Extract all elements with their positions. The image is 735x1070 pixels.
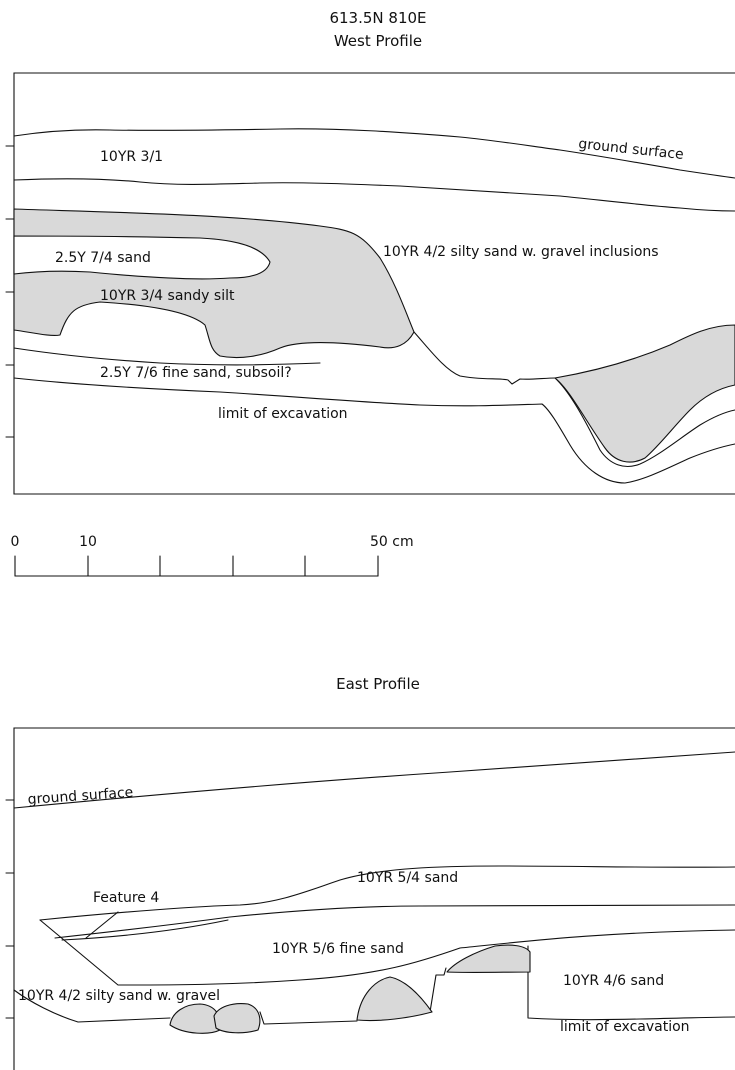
- scale-bar: 0 10 50 cm: [11, 534, 414, 577]
- east-step-line: [429, 967, 447, 1013]
- east-limit-label: limit of excavation: [560, 1019, 690, 1035]
- east-gravel-inclusion: [446, 944, 531, 973]
- west-layer-label: 2.5Y 7/4 sand: [55, 250, 151, 266]
- east-frame: [13, 727, 735, 1070]
- east-horizon-line: [39, 865, 735, 921]
- west-ground-surface-line: [13, 128, 735, 179]
- west-profile: 613.5N 810E West Profile ground surface …: [5, 9, 735, 495]
- east-layer-label: 10YR 5/4 sand: [357, 870, 458, 886]
- scale-tick-label: 0: [11, 534, 20, 550]
- west-depth-ticks: [5, 145, 15, 438]
- east-horizon-line: [39, 919, 735, 986]
- west-sand-silt-lens: [13, 208, 415, 359]
- east-ground-surface-line: [13, 751, 735, 809]
- east-layer-label: 10YR 4/2 silty sand w. gravel: [18, 988, 220, 1004]
- scale-tick-label: 50 cm: [370, 534, 414, 550]
- east-feature-lens: [54, 916, 231, 939]
- west-title-line-1: 613.5N 810E: [329, 9, 426, 27]
- east-step-line: [259, 1011, 358, 1025]
- west-sand-inclusion: [13, 235, 271, 280]
- west-limit-label: limit of excavation: [218, 406, 348, 422]
- east-profile: East Profile ground surface Fe: [5, 675, 735, 1070]
- west-layer-label: 10YR 3/4 sandy silt: [100, 288, 235, 304]
- east-gravel-inclusion: [169, 1003, 221, 1034]
- west-pit-cut-line: [413, 331, 556, 385]
- west-title-line-2: West Profile: [334, 32, 422, 50]
- east-ground-surface-label: ground surface: [27, 785, 134, 808]
- east-feature-lens-lower: [61, 919, 229, 941]
- east-step-line: [527, 945, 735, 1021]
- east-gravel-inclusion: [213, 1003, 261, 1034]
- west-horizon-line: [13, 178, 735, 212]
- west-ground-surface-label: ground surface: [578, 136, 685, 163]
- east-layer-label: 10YR 5/6 fine sand: [272, 941, 404, 957]
- west-limit-line: [13, 377, 735, 484]
- scale-tick-label: 10: [79, 534, 97, 550]
- west-layer-label: 10YR 3/1: [100, 149, 163, 165]
- east-lower-boundary: [13, 989, 171, 1023]
- west-subsoil-top-line: [13, 347, 321, 366]
- east-depth-ticks: [5, 799, 15, 1019]
- east-horizon-line: [229, 904, 735, 918]
- west-layer-label: 2.5Y 7/6 fine sand, subsoil?: [100, 365, 292, 381]
- west-pit-outer-line: [554, 377, 735, 468]
- east-feature-leader: [85, 911, 119, 939]
- east-title: East Profile: [336, 675, 420, 693]
- east-layer-label: 10YR 4/6 sand: [563, 973, 664, 989]
- west-layer-label: 10YR 4/2 silty sand w. gravel inclusions: [383, 244, 659, 260]
- east-feature-label: Feature 4: [93, 890, 159, 906]
- east-gravel-inclusion: [356, 976, 433, 1022]
- west-pit-fill: [554, 324, 735, 463]
